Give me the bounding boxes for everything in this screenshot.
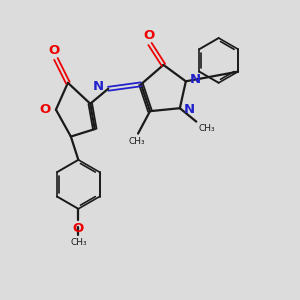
Text: N: N — [190, 73, 201, 86]
Text: O: O — [49, 44, 60, 57]
Text: N: N — [184, 103, 195, 116]
Text: O: O — [39, 103, 51, 116]
Text: CH₃: CH₃ — [198, 124, 215, 133]
Text: CH₃: CH₃ — [128, 136, 145, 146]
Text: O: O — [73, 222, 84, 235]
Text: O: O — [143, 29, 154, 42]
Text: N: N — [93, 80, 104, 93]
Text: CH₃: CH₃ — [70, 238, 87, 247]
